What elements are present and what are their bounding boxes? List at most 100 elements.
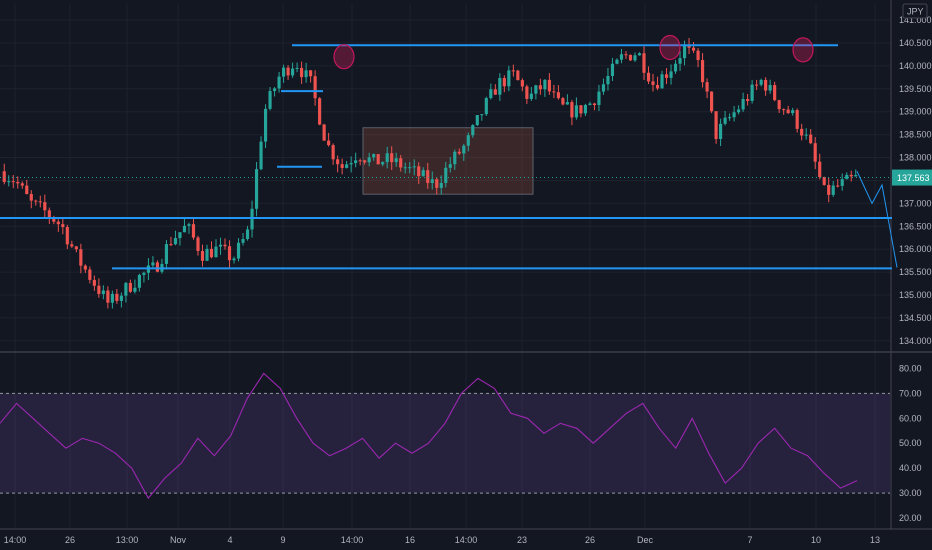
candle-body <box>367 157 371 163</box>
rsi-tick-label: 30.00 <box>899 488 922 498</box>
top-marker <box>792 37 814 63</box>
candle-body <box>538 85 542 90</box>
price-tick-label: 139.000 <box>899 107 932 117</box>
time-tick-label: 13 <box>870 535 880 545</box>
candle-body <box>70 244 74 247</box>
candle-body <box>336 159 340 165</box>
rsi-tick-label: 70.00 <box>899 388 922 398</box>
candle-body <box>610 63 615 76</box>
top-marker <box>659 34 681 61</box>
candle-body <box>732 112 736 118</box>
candle-body <box>412 166 416 168</box>
candle-body <box>565 102 569 105</box>
price-tick-label: 137.000 <box>899 198 932 208</box>
candle-body <box>498 77 502 95</box>
candle-body <box>61 224 65 228</box>
candle-body <box>813 143 817 162</box>
time-tick-label: 9 <box>280 535 285 545</box>
candle-body <box>624 54 628 56</box>
candle-body <box>700 60 705 83</box>
candle-body <box>119 295 123 301</box>
candle-body <box>327 140 331 146</box>
candle-body <box>110 293 114 303</box>
candle-body <box>304 70 308 78</box>
candle-body <box>669 71 673 78</box>
candle-body <box>642 53 646 73</box>
candle-body <box>633 55 637 61</box>
candle-body <box>516 70 520 81</box>
candle-body <box>250 208 254 230</box>
candle-body <box>268 91 272 109</box>
candle-body <box>47 210 51 218</box>
candle-body <box>655 84 660 89</box>
last-price-badge <box>892 169 932 186</box>
time-tick-label: 23 <box>517 535 527 545</box>
time-tick-label: 10 <box>811 535 821 545</box>
candle-body <box>714 111 718 140</box>
candle-body <box>493 89 497 95</box>
candle-body <box>471 125 475 136</box>
time-tick-label: 14:00 <box>341 535 364 545</box>
candle-body <box>737 109 741 113</box>
candle-body <box>502 77 506 87</box>
candle-body <box>547 79 551 92</box>
price-tick-label: 134.000 <box>899 336 932 346</box>
candle-body <box>435 179 439 188</box>
candle-body <box>381 162 385 165</box>
candle-body <box>358 160 362 162</box>
candle-body <box>750 84 754 101</box>
candle-body <box>845 174 849 180</box>
candle-body <box>205 248 209 261</box>
candle-body <box>354 160 358 164</box>
candle-body <box>313 76 317 99</box>
candle-body <box>83 265 87 270</box>
candle-body <box>106 290 110 303</box>
last-price-label: 137.563 <box>897 173 930 183</box>
candle-body <box>831 185 835 195</box>
candle-body <box>827 184 831 195</box>
candle-body <box>173 238 178 245</box>
candle-body <box>345 164 349 168</box>
candle-body <box>592 103 597 106</box>
candle-body <box>628 54 633 61</box>
candle-body <box>534 85 538 94</box>
time-tick-label: 26 <box>585 535 595 545</box>
time-tick-label: 16 <box>405 535 415 545</box>
candle-body <box>444 167 448 183</box>
time-tick-label: Nov <box>170 535 187 545</box>
candle-body <box>282 67 286 77</box>
candle-body <box>588 103 592 105</box>
rsi-tick-label: 20.00 <box>899 513 922 523</box>
candle-body <box>570 102 574 118</box>
candle-body <box>682 44 687 59</box>
candle-body <box>218 244 223 247</box>
candle-body <box>511 70 515 72</box>
candle-body <box>309 70 313 77</box>
candle-body <box>2 171 6 182</box>
candle-body <box>664 74 669 78</box>
candle-body <box>439 182 443 188</box>
rsi-line <box>0 372 858 500</box>
time-tick-label: Dec <box>637 535 654 545</box>
candle-body <box>92 279 96 286</box>
time-tick-label: 7 <box>747 535 752 545</box>
candle-body <box>651 81 655 85</box>
candle-body <box>254 169 259 209</box>
candle-body <box>691 47 696 51</box>
candle-body <box>678 58 682 64</box>
candle-body <box>619 54 624 60</box>
candle-body <box>43 202 47 211</box>
candle-body <box>660 74 664 89</box>
candle-body <box>453 151 457 165</box>
candle-body <box>795 110 799 129</box>
candle-body <box>800 128 804 136</box>
candle-body <box>746 99 750 101</box>
candle-body <box>128 282 132 292</box>
candle-body <box>331 145 335 160</box>
rsi-tick-label: 80.00 <box>899 363 922 373</box>
candle-body <box>719 123 723 140</box>
candle-body <box>223 244 227 247</box>
candle-body <box>804 134 808 136</box>
candle-body <box>137 274 141 288</box>
price-tick-label: 136.500 <box>899 221 932 231</box>
